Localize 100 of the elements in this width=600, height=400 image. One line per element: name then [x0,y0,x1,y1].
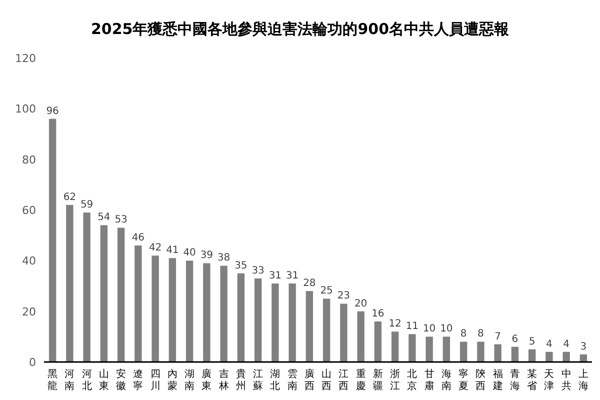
data-label: 28 [303,278,316,290]
data-label: 33 [252,265,264,276]
data-label: 4 [546,338,552,350]
x-tick-label: 四川 [150,369,160,392]
chart-title: 2025年獲悉中國各地參與迫害法輪功的900名中共人員遭惡報 [90,20,510,38]
bar [408,334,416,362]
data-label: 5 [528,336,536,348]
x-tick-label: 青海 [510,368,520,392]
data-label: 8 [478,328,484,340]
bar [254,278,262,362]
bar [152,256,159,362]
bar [494,344,502,362]
y-tick-label: 100 [15,102,36,116]
data-label: 8 [460,328,467,340]
x-tick-label: 湖南 [184,368,195,392]
x-tick-label: 河南 [64,368,75,392]
bar [528,349,536,362]
bar [357,311,364,362]
x-tick-label: 寧夏 [458,368,469,392]
data-label: 10 [440,324,453,335]
data-label: 31 [286,270,299,282]
data-label: 16 [372,308,384,320]
data-label: 20 [354,298,368,310]
data-label: 59 [80,200,94,211]
data-label: 96 [46,106,59,117]
data-label: 41 [166,245,179,256]
bar [442,336,450,362]
x-tick-label: 貴州 [236,368,246,392]
y-tick-label: 40 [22,254,36,268]
data-label: 42 [148,242,162,254]
data-label: 4 [563,338,570,350]
bar [48,118,56,362]
x-tick-label: 內蒙 [167,368,178,392]
bar [322,298,330,362]
x-tick-label: 重慶 [356,368,366,392]
x-tick-label: 江西 [338,368,349,392]
x-tick-label: 遼寧 [133,369,144,392]
data-label: 39 [200,250,214,262]
bar [562,352,570,362]
data-label: 10 [422,324,436,335]
x-tick-label: 浙江 [390,368,400,392]
data-label: 38 [217,252,230,264]
x-tick-label: 甘肅 [424,368,434,392]
data-label: 7 [494,331,501,342]
x-tick-label: 某省 [527,368,538,392]
bar [186,260,194,362]
x-tick-label: 新疆 [372,368,383,392]
bar [237,273,245,362]
x-tick-label: 廣西 [304,368,314,392]
x-tick-label: 北京 [407,368,418,392]
x-tick-label: 陝西 [476,368,486,392]
x-tick-label: 黑龍 [48,369,58,392]
data-label: 54 [98,212,110,224]
data-label: 12 [388,318,402,330]
data-label: 3 [580,341,587,352]
x-tick-label: 山西 [322,368,332,392]
x-tick-label: 江蘇 [253,368,264,392]
bar [83,212,90,362]
data-label: 40 [183,248,196,259]
bar [272,283,279,362]
x-tick-label: 中共 [561,368,572,392]
data-label: 25 [320,286,333,297]
x-tick-label: 上海 [578,368,588,392]
bar [134,245,142,362]
bar [340,304,348,362]
data-label: 62 [63,192,76,203]
x-tick-label: 河北 [82,368,92,392]
data-label: 6 [512,334,518,345]
x-tick-label: 山東 [98,368,109,392]
x-tick-label: 安徽 [116,368,126,392]
bar [100,225,108,362]
data-label: 23 [337,290,350,302]
bar [117,228,125,362]
bar [391,332,399,362]
x-tick-label: 吉林 [218,368,229,392]
data-label: 11 [406,321,419,332]
x-tick-label: 海南 [441,368,452,392]
data-label: 35 [234,260,248,272]
bar [426,336,433,362]
data-label: 53 [114,214,128,226]
bar [477,342,484,362]
data-label: 46 [132,232,145,244]
y-tick-label: 80 [22,153,36,166]
bar [374,321,382,362]
bar [460,342,468,362]
bar [306,291,314,362]
x-tick-label: 雲南 [287,369,298,392]
x-tick-label: 湖北 [270,368,280,392]
bar [511,346,519,362]
bar [546,352,553,362]
bar [203,263,210,362]
bar [168,258,176,362]
bar [66,204,74,362]
data-label: 31 [268,270,282,282]
bar [288,283,296,362]
x-tick-label: 天津 [544,369,554,392]
x-tick-label: 福建 [492,368,503,392]
bar [220,266,228,362]
y-tick-label: 20 [22,305,36,318]
y-tick-label: 0 [29,356,36,369]
